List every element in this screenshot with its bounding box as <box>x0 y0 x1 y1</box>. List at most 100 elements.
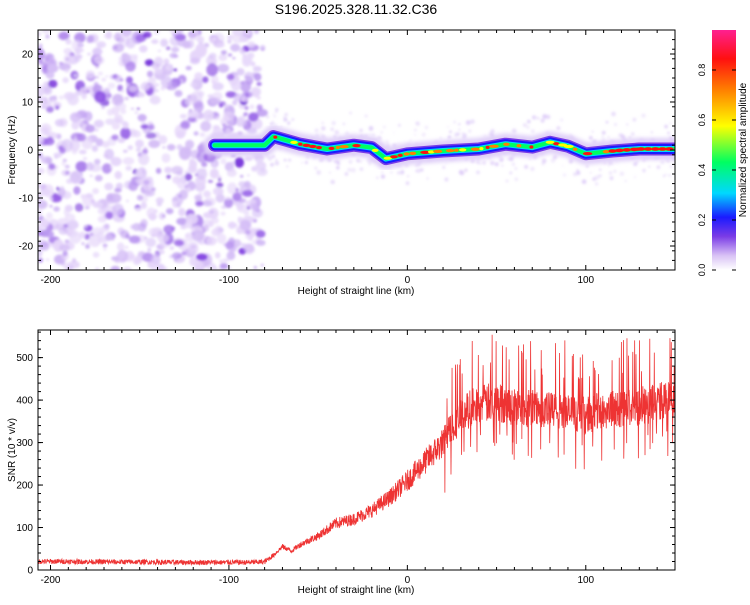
noise-blob <box>213 266 218 270</box>
spectrogram-ytick-label: 10 <box>22 98 34 109</box>
noise-blob <box>142 31 152 38</box>
faint-speckle <box>636 160 639 163</box>
faint-speckle <box>415 121 421 126</box>
faint-speckle <box>509 156 514 161</box>
noise-blob <box>243 114 247 117</box>
faint-speckle <box>330 179 335 185</box>
faint-speckle <box>602 138 606 141</box>
noise-blob <box>218 53 228 62</box>
ridge-hotspot <box>602 150 610 154</box>
noise-blob <box>148 139 161 149</box>
ridge-hotspot <box>503 142 510 146</box>
faint-speckle <box>501 164 504 167</box>
noise-blob <box>240 80 244 85</box>
noise-blob <box>40 123 52 136</box>
noise-blob <box>162 146 166 149</box>
noise-blob <box>149 95 161 105</box>
snr-ylabel: SNR (10 * v/v) <box>7 418 18 482</box>
faint-speckle <box>608 171 613 175</box>
noise-blob <box>249 104 255 110</box>
noise-blob <box>157 233 169 243</box>
noise-blob <box>69 171 81 183</box>
noise-blob <box>220 158 227 165</box>
noise-blob <box>198 191 202 196</box>
ridge-hotspot <box>572 147 578 151</box>
noise-blob <box>245 229 251 235</box>
faint-speckle <box>514 177 519 181</box>
faint-speckle <box>359 167 364 172</box>
noise-blob <box>128 181 138 192</box>
ridge-hotspot <box>470 147 480 151</box>
faint-speckle <box>414 133 417 136</box>
noise-blob <box>238 198 247 204</box>
ridge-hotspot <box>485 145 490 149</box>
ridge-hotspot <box>608 149 617 153</box>
colorbar-bar <box>712 30 736 270</box>
ridge-hotspot <box>316 146 322 150</box>
faint-speckle <box>273 114 277 118</box>
noise-blob <box>152 82 160 87</box>
noise-blob <box>164 84 169 87</box>
faint-speckle <box>499 157 504 163</box>
snr-xtick-label: 0 <box>405 575 411 586</box>
faint-speckle <box>359 160 363 163</box>
noise-blob <box>212 162 216 167</box>
noise-blob <box>94 90 106 103</box>
snr-xtick-label: 100 <box>577 575 594 586</box>
noise-blob <box>137 251 144 257</box>
noise-blob <box>56 186 60 191</box>
noise-blob <box>192 229 205 242</box>
noise-blob <box>159 249 165 255</box>
ridge-hotspot <box>454 148 459 152</box>
faint-speckle <box>511 162 516 166</box>
faint-speckle <box>632 117 637 122</box>
faint-speckle <box>421 132 426 137</box>
noise-blob <box>223 198 234 209</box>
noise-blob <box>185 187 191 193</box>
noise-blob <box>243 181 251 188</box>
noise-blob <box>89 174 93 178</box>
noise-blob <box>179 113 187 119</box>
ridge-hotspot <box>352 144 361 148</box>
noise-blob <box>135 169 143 178</box>
ridge-hotspot <box>553 142 560 146</box>
noise-blob <box>193 131 199 136</box>
noise-blob <box>71 120 80 130</box>
faint-speckle <box>330 127 334 132</box>
spectrogram-ytick-label: -10 <box>19 194 34 205</box>
noise-blob <box>209 210 215 214</box>
noise-blob <box>38 85 45 97</box>
noise-blob <box>221 205 227 209</box>
noise-blob <box>199 132 206 137</box>
noise-blob <box>79 87 88 96</box>
noise-blob <box>222 123 226 127</box>
noise-blob <box>229 168 236 172</box>
noise-blob <box>38 199 48 210</box>
noise-blob <box>111 106 120 116</box>
noise-blob <box>260 263 264 267</box>
noise-blob <box>132 130 141 138</box>
noise-blob <box>242 53 253 65</box>
noise-blob <box>49 197 54 201</box>
faint-speckle <box>616 161 618 164</box>
ridge-hotspot <box>445 149 455 153</box>
colorbar-tick-label: 0.4 <box>697 164 707 177</box>
snr-ytick-label: 300 <box>16 438 33 449</box>
noise-blob <box>124 245 129 249</box>
noise-blob <box>145 132 157 139</box>
snr-axes: -200 -100 0 100 0 100 200 300 400 500 <box>16 330 676 586</box>
noise-blob <box>247 41 256 48</box>
noise-blob <box>215 193 225 203</box>
faint-speckle <box>529 157 532 160</box>
ridge-hotspot <box>390 155 398 159</box>
noise-blob <box>256 104 263 111</box>
faint-speckle <box>344 172 349 176</box>
noise-blob <box>84 206 90 210</box>
ridge-hotspot <box>328 146 335 150</box>
noise-blob <box>61 161 66 166</box>
faint-speckle <box>260 167 266 173</box>
ridge-hotspot <box>529 145 534 149</box>
noise-blob <box>172 33 176 36</box>
faint-speckle <box>271 120 274 123</box>
faint-speckle <box>416 168 421 173</box>
